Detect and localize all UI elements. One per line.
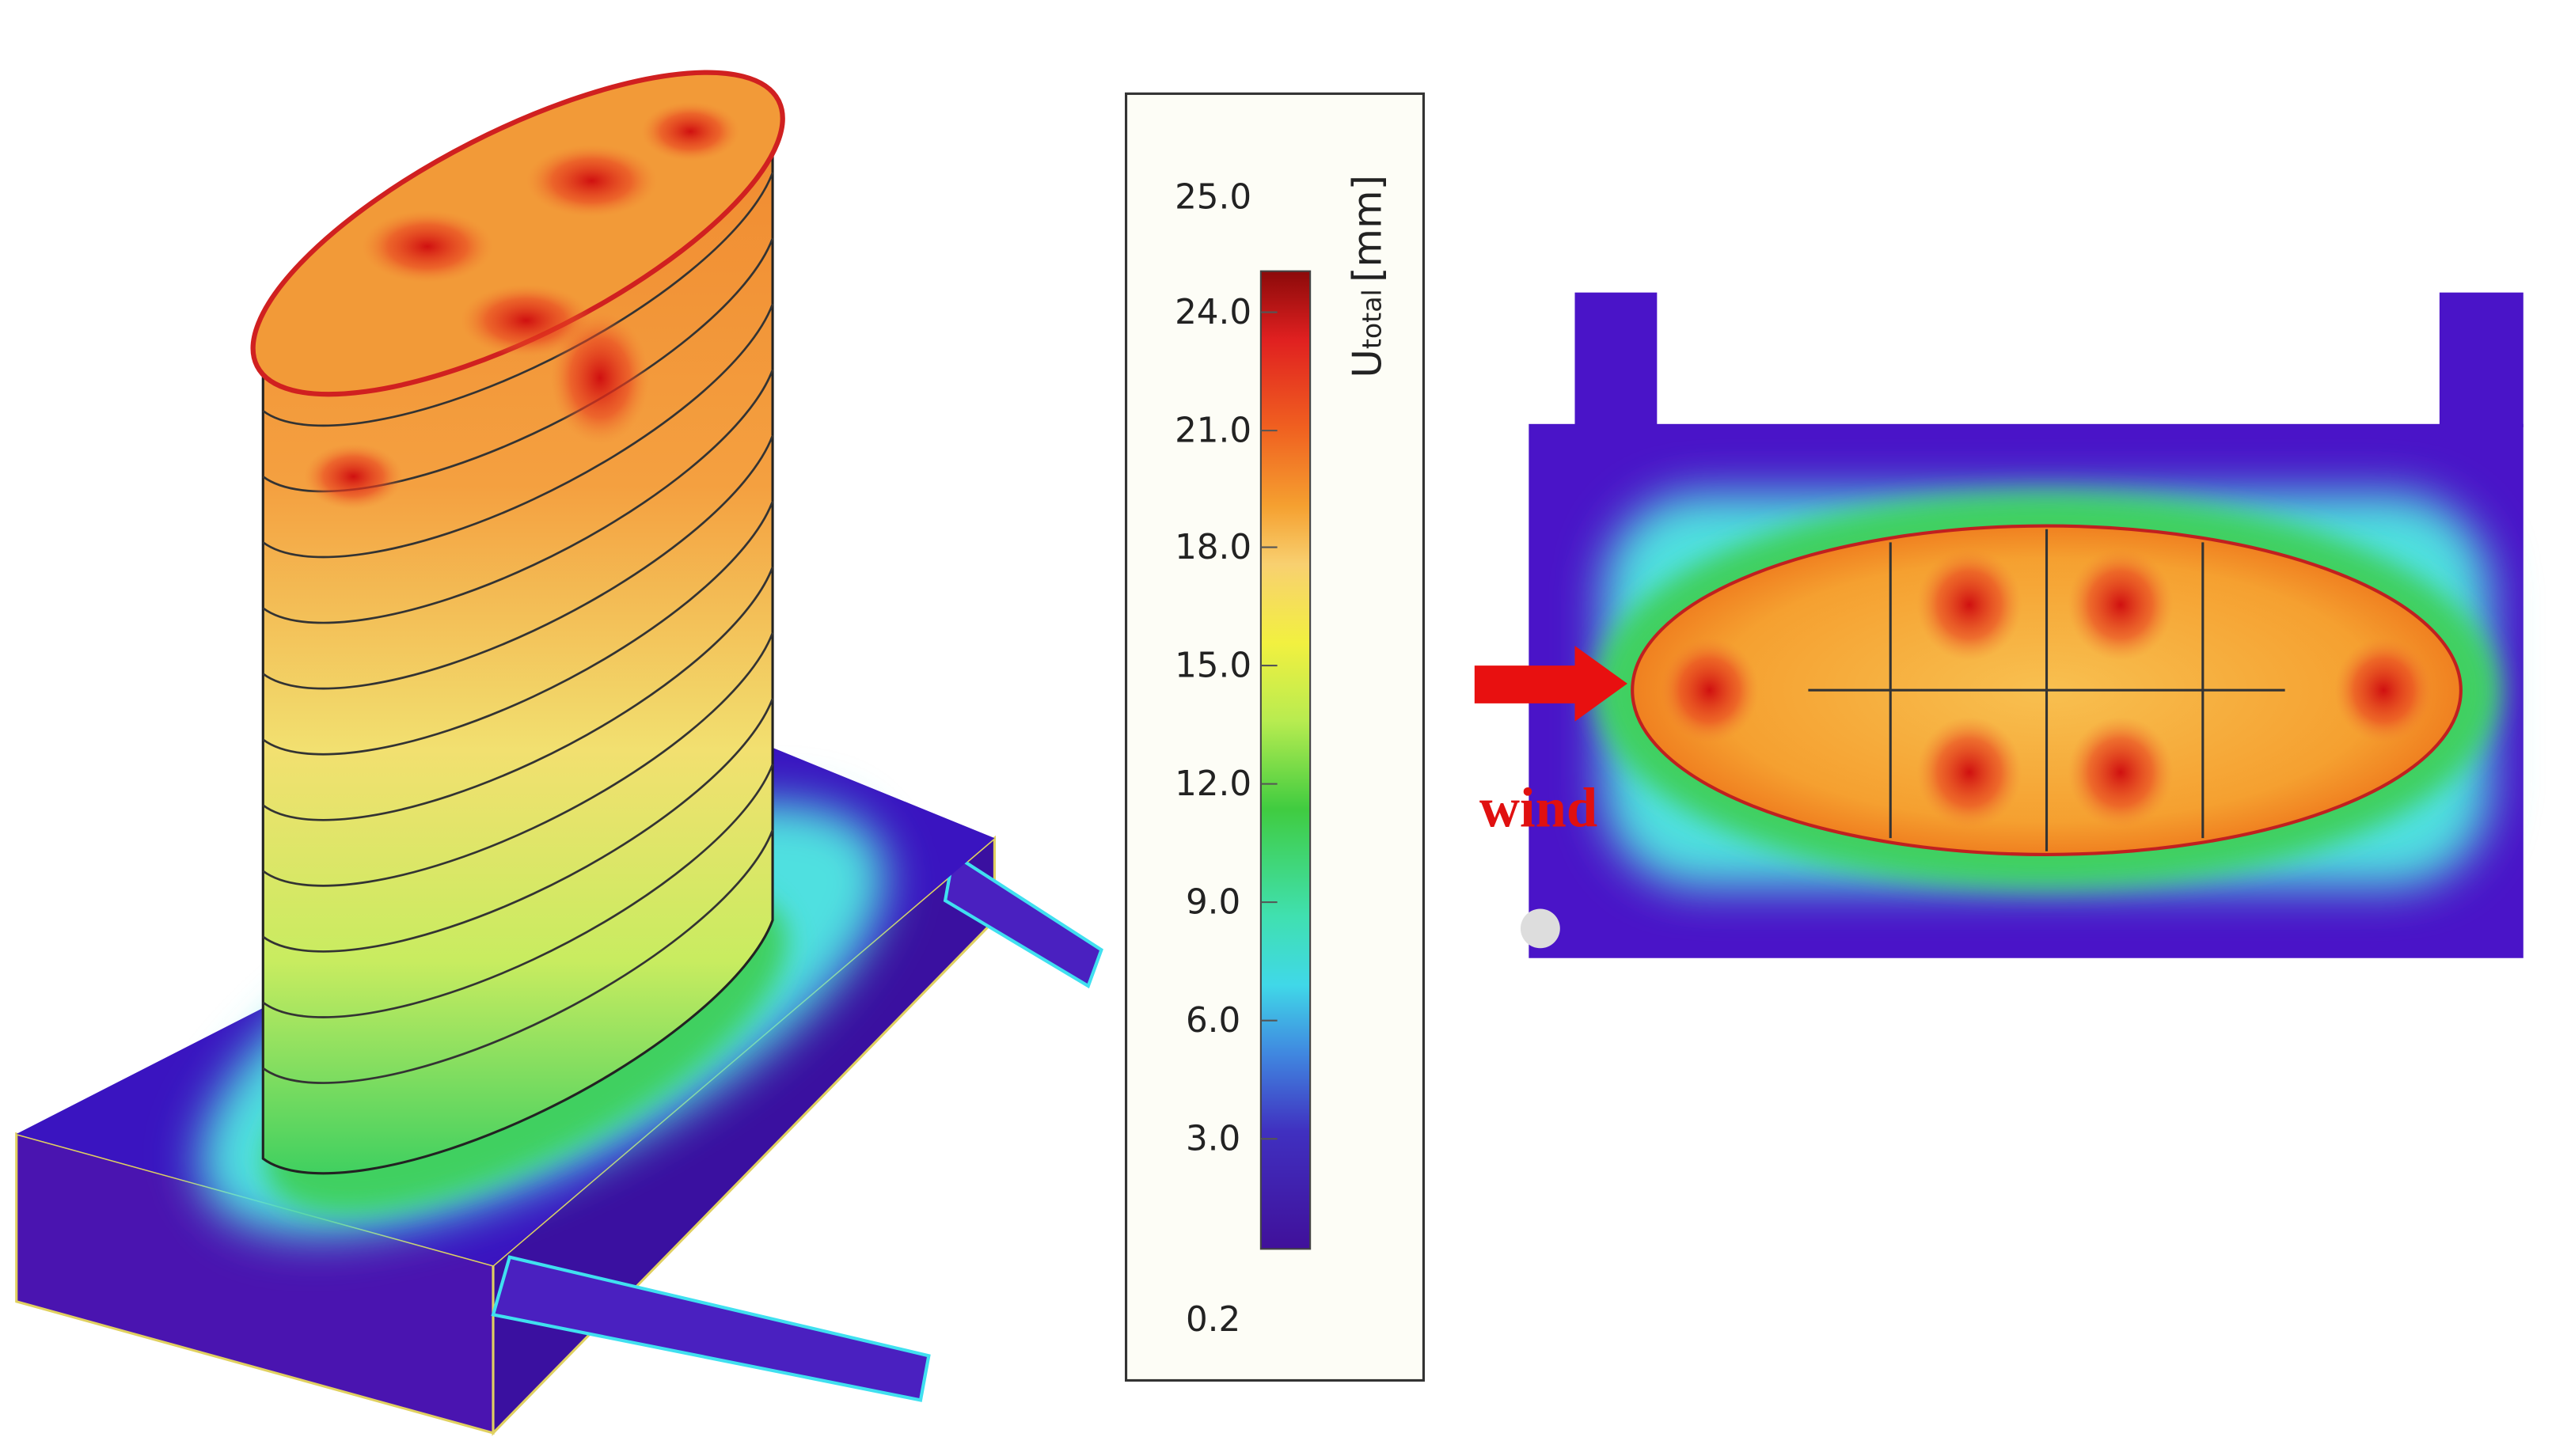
hotspot xyxy=(550,312,650,444)
hotspot xyxy=(1916,716,2022,828)
tick-label: 3.0 xyxy=(1186,1120,1240,1159)
hotspot xyxy=(361,210,494,283)
view-cube xyxy=(1520,908,1560,949)
tick-label: 18.0 xyxy=(1175,528,1251,567)
legend-label: Utotal [mm] xyxy=(1344,175,1390,378)
wind-arrow xyxy=(1474,646,1627,722)
beam xyxy=(491,1255,931,1402)
hotspot xyxy=(304,443,403,510)
legend-ticks: 25.0 24.0 21.0 18.0 15.0 12.0 9.0 6.0 3.0 0.2 xyxy=(1175,178,1278,1340)
hotspot xyxy=(2334,637,2433,743)
hotspot xyxy=(1916,548,2022,661)
hotspot xyxy=(2068,548,2174,661)
model-3d xyxy=(15,70,1103,1436)
hotspot xyxy=(1660,637,1760,743)
column xyxy=(1574,292,1658,427)
hotspot xyxy=(640,101,740,161)
wind-label: wind xyxy=(1479,778,1597,840)
tick-label: 6.0 xyxy=(1186,1001,1240,1041)
tick-label: 21.0 xyxy=(1175,411,1251,451)
tick-label: 9.0 xyxy=(1186,883,1240,923)
beam xyxy=(943,851,1103,989)
walls xyxy=(1808,529,2285,851)
column xyxy=(2439,292,2524,427)
tick-label: 15.0 xyxy=(1175,646,1251,686)
hotspot xyxy=(460,284,592,357)
unit: [mm] xyxy=(1344,175,1390,282)
hotspot xyxy=(2068,716,2174,828)
subscript: total xyxy=(1356,289,1387,349)
symbol: U xyxy=(1344,349,1390,377)
tick-label: 12.0 xyxy=(1175,764,1251,804)
tick-label: 25.0 xyxy=(1175,178,1251,218)
plan-view: wind xyxy=(1474,292,2524,958)
hotspot xyxy=(526,144,658,218)
legend: 25.0 24.0 21.0 18.0 15.0 12.0 9.0 6.0 3.0 0.2 Uto… xyxy=(1125,92,1426,1382)
tick-label: 24.0 xyxy=(1175,293,1251,332)
color-bar xyxy=(1259,270,1312,1250)
tick-label: 0.2 xyxy=(1186,1300,1240,1340)
